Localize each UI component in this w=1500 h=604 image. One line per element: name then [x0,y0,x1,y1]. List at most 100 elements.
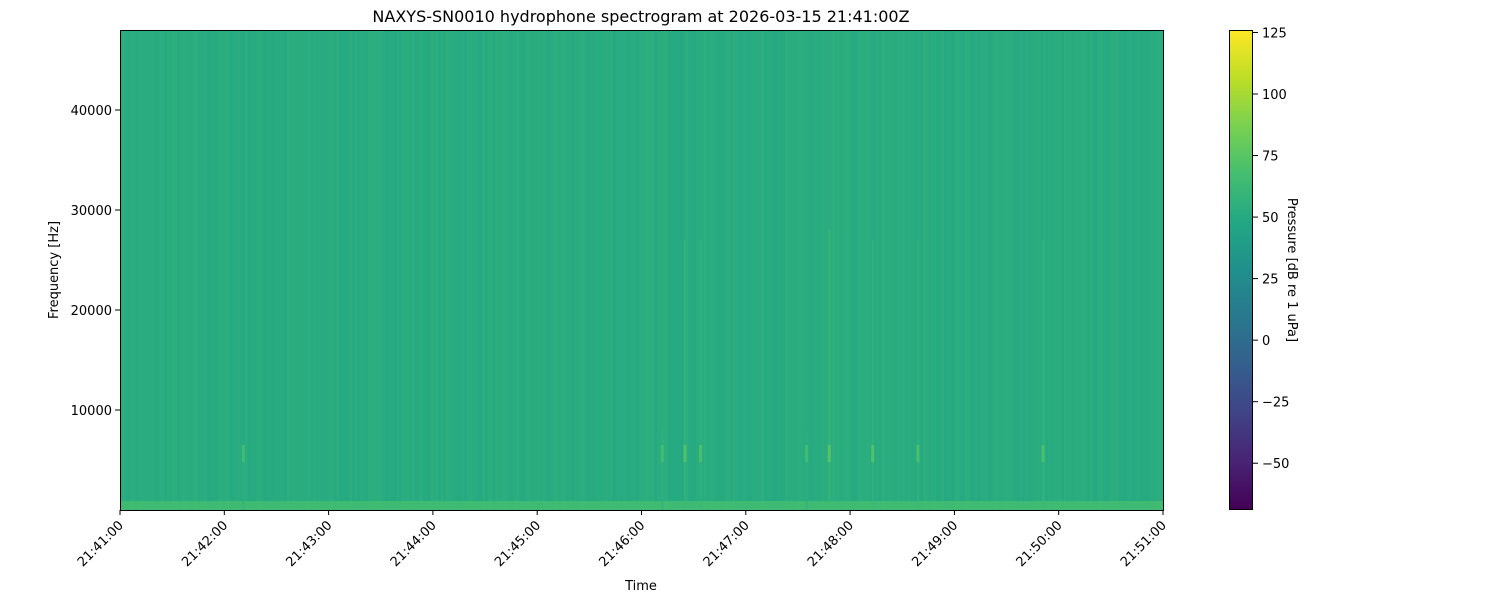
spectrogram-column [187,30,192,510]
spectrogram-column [709,30,713,510]
spectrogram-column [904,30,909,510]
spectrogram-column [359,30,364,510]
x-tick-label: 21:42:00 [179,518,231,570]
spectrogram-column [850,30,854,510]
spectrogram-column [649,30,653,510]
spectrogram-column [599,30,603,510]
spectrogram-column [717,30,721,510]
spectrogram-column [829,30,833,510]
y-tick-label: 40000 [71,104,112,119]
spectrogram-column [539,30,544,510]
spectrogram-column [500,30,504,510]
spectrogram-column [526,30,530,510]
spectrogram-column [435,30,439,510]
spectrogram-column [464,30,468,510]
spectrogram-column [318,30,322,510]
spectrogram-column [641,30,645,510]
colorbar-tick-label: −50 [1262,457,1289,472]
colorbar-axis: −50 −25 0 25 50 75 100 125 [1253,26,1289,472]
spectrogram-column [792,30,796,510]
spectrogram-column [1050,30,1055,510]
x-tick-label: 21:45:00 [492,518,544,570]
x-tick-label: 21:47:00 [701,518,753,570]
spectrogram-column [581,30,585,510]
spectrogram-column [255,30,259,510]
spectrogram-column [993,30,997,510]
spectrogram-column [417,30,421,510]
spectrogram-column [980,30,984,510]
x-tick-label: 21:44:00 [388,518,440,570]
spectrogram-column [331,30,335,510]
spectrogram-column [208,30,212,510]
spectrogram-column [432,30,437,510]
spectrogram-column [1082,30,1086,510]
spectrogram-column [743,30,747,510]
spectrogram-column [751,30,755,510]
spectrogram-column [292,30,296,510]
spectrogram-column [448,30,452,510]
spectrogram-column [925,30,929,510]
spectrogram-column [153,30,158,510]
spectrogram-column [266,30,270,510]
spectrogram-column [594,30,598,510]
spectrogram-column [346,30,351,510]
spectrogram-column [1009,30,1013,510]
spectrogram-column [1027,30,1031,510]
x-tick-label: 21:48:00 [805,518,857,570]
spectrogram-column [894,30,898,510]
spectrogram-column [847,30,851,510]
spectrogram-column [766,30,770,510]
spectrogram-column [393,30,397,510]
spectrogram-column [458,30,463,510]
spectrogram-column [185,30,189,510]
spectrogram-column [224,30,228,510]
transient-burst [699,445,703,462]
spectrogram-column [837,30,841,510]
spectrogram-column [1087,30,1091,510]
spectrogram-column [1037,30,1042,510]
spectrogram-column [219,30,223,510]
spectrogram-column [148,30,152,510]
spectrogram-column [928,30,932,510]
y-axis-label: Frequency [Hz] [47,221,62,319]
chart-title: NAXYS-SN0010 hydrophone spectrogram at 2… [372,7,909,26]
spectrogram-column [844,30,849,510]
spectrogram-column [466,30,471,510]
spectrogram-column [1006,30,1010,510]
spectrogram-column [177,30,181,510]
spectrogram-column [764,30,768,510]
spectrogram-column [855,30,859,510]
spectrogram-column [234,30,238,510]
spectrogram-column [505,30,510,510]
spectrogram-column [425,30,429,510]
spectrogram-column [213,30,218,510]
spectrogram-column [198,30,202,510]
spectrogram-column [988,30,992,510]
spectrogram-column [1160,30,1164,510]
spectrogram-column [1076,30,1081,510]
spectrogram-column [445,30,450,510]
spectrogram-column [294,30,298,510]
spectrogram-column [487,30,491,510]
spectrogram-column [352,30,356,510]
spectrogram-column [1016,30,1021,510]
spectrogram-column [646,30,650,510]
transient-burst [683,445,687,462]
spectrogram-column [409,30,413,510]
spectrogram-column [672,30,676,510]
spectrogram-column [1103,30,1107,510]
spectrogram-column [297,30,301,510]
spectrogram-column [143,30,147,510]
spectrogram-column [279,30,283,510]
spectrogram-column [667,30,671,510]
spectrogram-column [258,30,262,510]
spectrogram-column [972,30,976,510]
spectrogram-column [1126,30,1130,510]
spectrogram-column [391,30,395,510]
spectrogram-column [1116,30,1120,510]
spectrogram-column [239,30,244,510]
spectrogram-column [1121,30,1125,510]
spectrogram-column [1022,30,1026,510]
spectrogram-column [659,30,663,510]
spectrogram-column [302,30,306,510]
